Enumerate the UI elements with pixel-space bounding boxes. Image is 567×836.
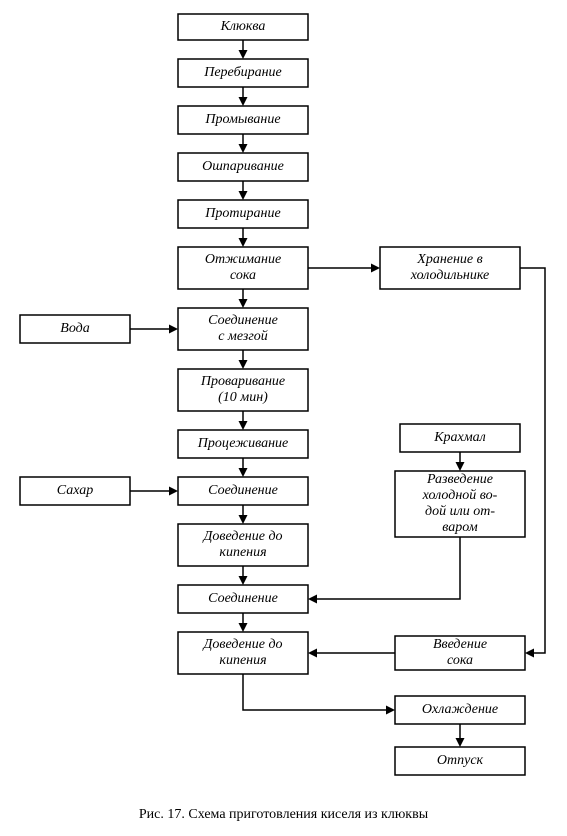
node-vved_soka: Введениесока bbox=[395, 636, 525, 670]
node-klyukva: Клюква bbox=[178, 14, 308, 40]
node-otzhim: Отжиманиесока bbox=[178, 247, 308, 289]
arrowhead bbox=[456, 738, 465, 747]
node-label: Протирание bbox=[204, 206, 280, 221]
edge bbox=[520, 268, 545, 653]
node-label: холодильнике bbox=[410, 268, 490, 283]
node-label: Соединение bbox=[208, 483, 278, 498]
node-label: Ошпаривание bbox=[202, 159, 284, 174]
node-label: Проваривание bbox=[200, 374, 285, 389]
arrowhead bbox=[308, 595, 317, 604]
figure-caption: Рис. 17. Схема приготовления киселя из к… bbox=[139, 807, 429, 822]
arrowhead bbox=[239, 144, 248, 153]
node-soed_mezga: Соединениес мезгой bbox=[178, 308, 308, 350]
arrowhead bbox=[371, 264, 380, 273]
node-label: сока bbox=[230, 268, 256, 283]
node-doved2: Доведение докипения bbox=[178, 632, 308, 674]
node-label: сока bbox=[447, 653, 473, 668]
node-label: кипения bbox=[219, 545, 266, 560]
node-label: Сахар bbox=[57, 483, 93, 498]
node-label: Доведение до bbox=[201, 637, 282, 652]
node-soed_krahmal: Соединение bbox=[178, 585, 308, 613]
arrowhead bbox=[239, 238, 248, 247]
node-label: Доведение до bbox=[201, 529, 282, 544]
node-label: Хранение в bbox=[416, 252, 482, 267]
node-label: Процеживание bbox=[197, 436, 289, 451]
arrowhead bbox=[239, 623, 248, 632]
node-otpusk: Отпуск bbox=[395, 747, 525, 775]
edge bbox=[316, 537, 460, 599]
node-protiranie: Протирание bbox=[178, 200, 308, 228]
node-sahar: Сахар bbox=[20, 477, 130, 505]
node-label: (10 мин) bbox=[218, 390, 268, 405]
node-promyvanie: Промывание bbox=[178, 106, 308, 134]
node-label: кипения bbox=[219, 653, 266, 668]
node-label: Соединение bbox=[208, 591, 278, 606]
node-label: Отжимание bbox=[205, 252, 281, 267]
arrowhead bbox=[239, 191, 248, 200]
arrowhead bbox=[239, 50, 248, 59]
node-label: Перебирание bbox=[203, 65, 282, 80]
arrowhead bbox=[386, 706, 395, 715]
arrowhead bbox=[169, 325, 178, 334]
node-label: Клюква bbox=[220, 19, 266, 34]
arrowhead bbox=[239, 360, 248, 369]
node-soed_sahar: Соединение bbox=[178, 477, 308, 505]
node-label: Промывание bbox=[204, 112, 280, 127]
edge bbox=[243, 674, 387, 710]
arrowhead bbox=[308, 649, 317, 658]
node-doved1: Доведение докипения bbox=[178, 524, 308, 566]
node-label: с мезгой bbox=[218, 329, 268, 344]
node-provar: Проваривание(10 мин) bbox=[178, 369, 308, 411]
node-label: Отпуск bbox=[437, 753, 484, 768]
node-protsezh: Процеживание bbox=[178, 430, 308, 458]
arrowhead bbox=[239, 468, 248, 477]
node-label: Вода bbox=[60, 321, 89, 336]
node-perebiranie: Перебирание bbox=[178, 59, 308, 87]
arrowhead bbox=[239, 421, 248, 430]
arrowhead bbox=[239, 97, 248, 106]
node-label: Введение bbox=[433, 637, 487, 652]
node-label: варом bbox=[442, 520, 477, 535]
arrowhead bbox=[239, 299, 248, 308]
node-krahmal: Крахмал bbox=[400, 424, 520, 452]
node-label: дой или от- bbox=[425, 504, 495, 519]
node-label: Разведение bbox=[426, 472, 493, 487]
node-label: Крахмал bbox=[433, 430, 486, 445]
arrowhead bbox=[169, 487, 178, 496]
arrowhead bbox=[525, 649, 534, 658]
node-label: холодной во- bbox=[422, 488, 498, 503]
node-razved: Разведениехолодной во-дой или от-варом bbox=[395, 471, 525, 537]
node-voda: Вода bbox=[20, 315, 130, 343]
node-hranenie: Хранение вхолодильнике bbox=[380, 247, 520, 289]
node-ohlazhd: Охлаждение bbox=[395, 696, 525, 724]
node-label: Соединение bbox=[208, 313, 278, 328]
arrowhead bbox=[239, 576, 248, 585]
node-oshparivanie: Ошпаривание bbox=[178, 153, 308, 181]
node-label: Охлаждение bbox=[422, 702, 498, 717]
arrowhead bbox=[239, 515, 248, 524]
arrowhead bbox=[456, 462, 465, 471]
